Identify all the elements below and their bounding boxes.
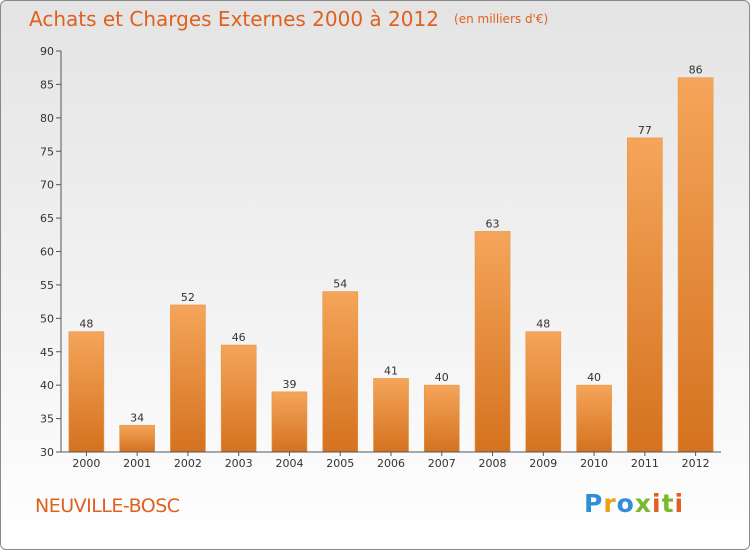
place-name: NEUVILLE-BOSC bbox=[35, 495, 180, 517]
bar-2009 bbox=[525, 331, 562, 453]
y-tick-label-75: 75 bbox=[40, 145, 54, 158]
bar-2001 bbox=[119, 424, 155, 453]
chart-title: Achats et Charges Externes 2000 à 2012 (… bbox=[29, 7, 548, 31]
data-label-2006: 41 bbox=[384, 364, 398, 377]
y-tick-label-65: 65 bbox=[40, 212, 54, 225]
y-tick-label-90: 90 bbox=[40, 45, 54, 58]
x-tick-label-2001: 2001 bbox=[123, 457, 151, 470]
x-tick-label-2000: 2000 bbox=[72, 457, 100, 470]
data-label-2002: 52 bbox=[181, 291, 195, 304]
x-tick-label-2008: 2008 bbox=[479, 457, 507, 470]
x-tick-label-2009: 2009 bbox=[529, 457, 557, 470]
y-tick-label-50: 50 bbox=[40, 312, 54, 325]
bar-2007 bbox=[423, 384, 460, 453]
chart-title-text: Achats et Charges Externes 2000 à 2012 bbox=[29, 7, 439, 31]
y-tick-label-60: 60 bbox=[40, 246, 54, 259]
bar-2012 bbox=[677, 77, 714, 453]
data-label-2008: 63 bbox=[486, 217, 500, 230]
data-label-2000: 48 bbox=[79, 318, 93, 331]
bar-2004 bbox=[271, 391, 308, 453]
x-tick-label-2007: 2007 bbox=[428, 457, 456, 470]
data-label-2012: 86 bbox=[689, 64, 703, 77]
y-tick-label-40: 40 bbox=[40, 379, 54, 392]
data-label-2003: 46 bbox=[232, 331, 246, 344]
bar-2010 bbox=[576, 384, 612, 453]
bar-2002 bbox=[170, 304, 206, 453]
y-tick-label-55: 55 bbox=[40, 279, 54, 292]
x-tick-label-2005: 2005 bbox=[326, 457, 354, 470]
brand-letter: x bbox=[634, 489, 652, 518]
data-label-2004: 39 bbox=[282, 378, 296, 391]
bar-2011 bbox=[627, 137, 663, 453]
y-tick-label-30: 30 bbox=[40, 446, 54, 459]
brand-letter: P bbox=[584, 489, 604, 518]
y-tick-label-85: 85 bbox=[40, 78, 54, 91]
proxiti-logo: Proxiti bbox=[584, 489, 684, 518]
bar-2003 bbox=[220, 344, 257, 453]
data-label-2010: 40 bbox=[587, 371, 601, 384]
x-tick-label-2006: 2006 bbox=[377, 457, 405, 470]
data-label-2005: 54 bbox=[333, 278, 347, 291]
data-label-2001: 34 bbox=[130, 411, 144, 424]
data-label-2011: 77 bbox=[638, 124, 652, 137]
data-label-2007: 40 bbox=[435, 371, 449, 384]
bar-2006 bbox=[373, 378, 409, 453]
x-tick-label-2002: 2002 bbox=[174, 457, 202, 470]
brand-letter: r bbox=[603, 489, 617, 518]
x-tick-label-2012: 2012 bbox=[682, 457, 710, 470]
x-tick-label-2010: 2010 bbox=[580, 457, 608, 470]
bar-2000 bbox=[68, 331, 105, 453]
chart-unit: (en milliers d'€) bbox=[454, 12, 549, 26]
x-tick-label-2004: 2004 bbox=[275, 457, 303, 470]
brand-letter: i bbox=[652, 489, 662, 518]
y-tick-label-45: 45 bbox=[40, 346, 54, 359]
brand-letter: i bbox=[674, 489, 685, 518]
y-tick-label-80: 80 bbox=[40, 112, 54, 125]
data-label-2009: 48 bbox=[536, 318, 550, 331]
brand-letter: o bbox=[616, 489, 635, 518]
brand-letter: t bbox=[661, 489, 675, 518]
bar-2008 bbox=[474, 231, 511, 453]
y-tick-label-70: 70 bbox=[40, 179, 54, 192]
x-tick-label-2011: 2011 bbox=[631, 457, 659, 470]
bar-2005 bbox=[322, 291, 359, 453]
y-tick-label-35: 35 bbox=[40, 413, 54, 426]
x-tick-label-2003: 2003 bbox=[225, 457, 253, 470]
